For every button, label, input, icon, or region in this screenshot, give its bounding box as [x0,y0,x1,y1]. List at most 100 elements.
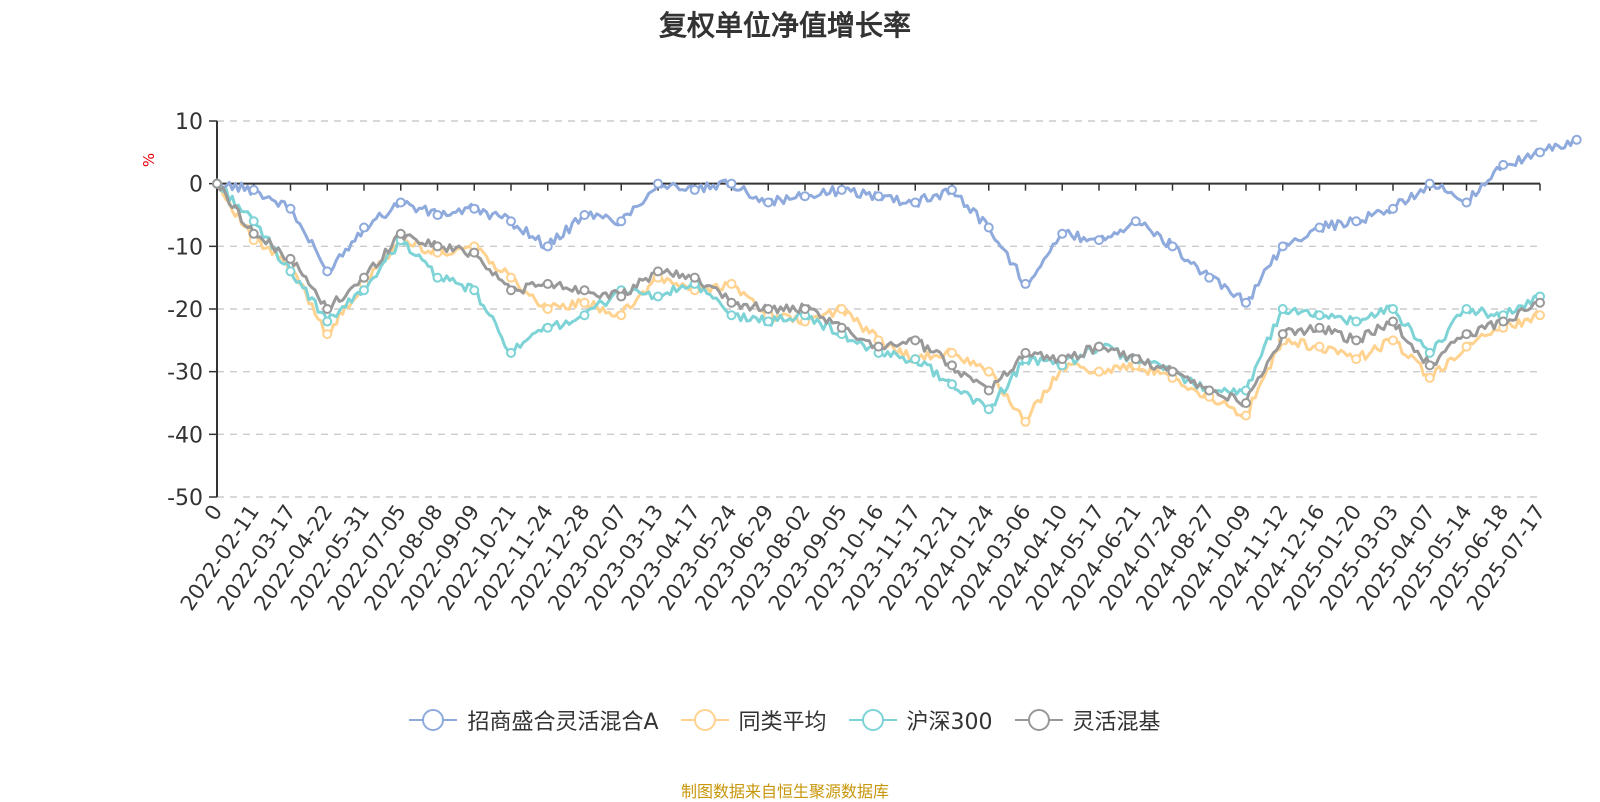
data-point [1277,329,1288,340]
data-point [432,241,443,252]
data-point [1461,304,1472,314]
data-point [836,184,847,195]
gridlines [217,120,1540,498]
data-point [1461,341,1472,352]
data-point [1277,304,1288,314]
data-point [1204,272,1215,283]
axes: 100-10-20-30-40-5002022-02-112022-03-172… [167,110,1550,615]
legend-label: 招商盛合灵活混合A [467,710,659,735]
data-point [726,278,737,289]
data-point [1351,354,1362,365]
data-point [432,210,443,220]
data-point [947,347,957,358]
data-point [248,228,259,239]
data-point [542,278,553,289]
data-point [1535,147,1545,158]
legend-label: 同类平均 [738,710,827,735]
data-point [1388,335,1398,346]
data-point [616,216,627,227]
data-point [873,341,884,352]
data-point [1351,335,1362,346]
data-point [1204,385,1215,396]
data-point [1424,372,1435,383]
data-point [1241,398,1251,408]
data-point [579,297,590,308]
data-point [506,272,516,283]
data-point [726,310,737,321]
data-point [689,272,700,283]
data-point [616,310,627,321]
data-point [1498,159,1509,170]
data-point [1057,228,1068,239]
y-tick-label: -50 [167,486,203,511]
data-point [469,247,480,258]
y-axis-unit-label: % [140,153,158,167]
series-line [215,182,1542,424]
data-point [542,241,553,252]
data-point [285,266,296,277]
data-point [1094,341,1104,352]
data-point [1424,360,1435,371]
data-point [1314,341,1325,352]
legend-item[interactable]: 同类平均 [680,704,827,736]
data-point [836,322,847,333]
data-point [432,272,443,283]
legend-label: 沪深300 [906,710,993,735]
chart-title: 复权单位净值增长率 [658,9,911,42]
data-point [1314,322,1325,333]
data-point [506,347,516,358]
data-point [873,191,884,202]
legend-label: 灵活混基 [1072,710,1161,735]
data-point [1167,366,1178,377]
x-tick-label: 0 [200,500,227,525]
data-point [653,178,663,189]
data-point [983,222,994,233]
data-point [763,197,774,208]
data-point [726,297,737,308]
legend-item[interactable]: 灵活混基 [1014,704,1161,736]
data-point [1388,316,1398,327]
data-point [322,266,333,277]
data-point [359,285,369,296]
legend-item[interactable]: 招商盛合灵活混合A [409,704,659,736]
data-point [542,304,553,314]
data-point [910,197,921,208]
data-point [1535,297,1545,308]
series-lines [212,134,1582,427]
data-point [322,316,333,327]
data-point [1351,316,1362,327]
data-point [542,322,553,333]
data-point [469,285,480,296]
series-2 [212,178,1545,427]
data-point [579,285,590,296]
data-point [1277,241,1288,252]
data-point [359,222,369,233]
series-line [216,136,1578,307]
data-point [1167,241,1178,252]
data-point [910,354,921,365]
data-point [1424,178,1435,189]
legend-line-circle-icon [1014,709,1063,731]
data-point [1314,310,1325,321]
data-point [947,360,957,371]
data-point [506,216,516,227]
data-point [910,335,921,346]
chart-legend: 招商盛合灵活混合A 同类平均 沪深300 灵活混基 [0,704,1570,736]
data-point [1535,310,1545,321]
series-4 [212,178,1545,408]
data-point [212,178,222,189]
data-point [1241,297,1251,308]
series-3 [212,178,1545,415]
data-point [285,203,296,214]
y-tick-label: -40 [167,423,203,448]
data-point [395,197,406,208]
data-point [469,203,480,214]
data-point [1498,316,1509,327]
series-1 [212,134,1582,308]
data-point [1130,354,1141,365]
data-point [800,191,810,202]
y-tick-label: 0 [189,173,203,198]
legend-item[interactable]: 沪深300 [848,704,993,736]
data-point [1020,347,1031,358]
data-point [248,184,259,195]
